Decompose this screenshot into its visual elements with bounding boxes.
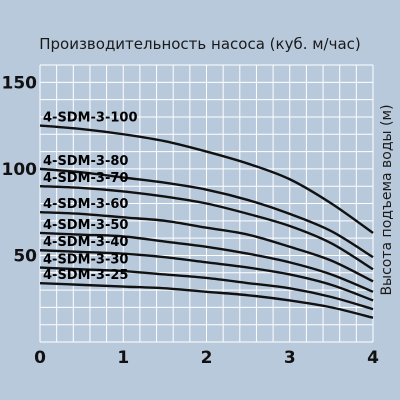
x-tick-label: 2 <box>201 348 213 368</box>
curve-4-sdm-3-25 <box>39 281 374 319</box>
curve-4-sdm-3-100 <box>39 124 374 234</box>
curve-label: 4-SDM-3-30 <box>43 253 128 268</box>
curve-4-sdm-3-50 <box>39 231 374 293</box>
curve-label: 4-SDM-3-70 <box>43 171 128 186</box>
curve-label: 4-SDM-3-40 <box>43 235 128 250</box>
x-tick-label: 4 <box>367 348 379 368</box>
curve-4-sdm-3-80 <box>39 167 374 259</box>
curve-4-sdm-3-60 <box>39 210 374 283</box>
curve-4-sdm-3-30 <box>39 266 374 311</box>
x-tick-label: 1 <box>117 348 129 368</box>
curve-label: 4-SDM-3-80 <box>43 154 128 169</box>
curve-label: 4-SDM-3-50 <box>43 218 128 233</box>
curve-label: 4-SDM-3-25 <box>43 268 128 283</box>
curves <box>39 124 374 319</box>
x-axis-ticks: 0 1 2 3 4 <box>34 348 379 368</box>
y-tick-label: 150 <box>2 73 38 93</box>
y-axis-ticks: 50 100 150 <box>2 73 38 266</box>
curve-labels: 4-SDM-3-100 4-SDM-3-80 4-SDM-3-70 4-SDM-3-6… <box>43 111 138 284</box>
chart-title: Производительность насоса (куб. м/час) <box>39 35 361 53</box>
y-tick-label: 100 <box>2 160 38 180</box>
curve-4-sdm-3-40 <box>39 249 374 302</box>
x-tick-label: 3 <box>284 348 296 368</box>
y-tick-label: 50 <box>13 246 37 266</box>
curve-label: 4-SDM-3-60 <box>43 197 128 212</box>
y-axis-label: Высота подъема воды (м) <box>379 104 395 295</box>
x-tick-label: 0 <box>34 348 46 368</box>
curve-label: 4-SDM-3-100 <box>43 111 138 126</box>
curve-4-sdm-3-70 <box>39 184 374 271</box>
